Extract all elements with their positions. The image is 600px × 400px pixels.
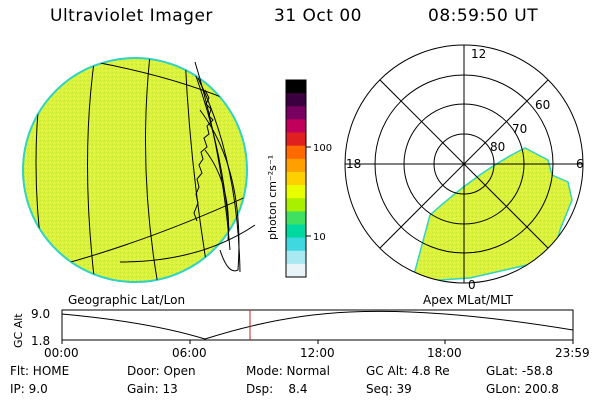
colorbar-segment [286, 145, 306, 160]
right-panel-label: Apex MLat/MLT [423, 293, 513, 307]
colorbar-segment [286, 237, 306, 252]
mlt-label-12: 12 [471, 47, 486, 61]
colorbar-segment [286, 185, 306, 199]
meridian-line [87, 58, 96, 282]
altitude-plot: GC Alt 9.0 1.8 00:00 06:00 12:00 18:00 2… [12, 307, 590, 360]
colorbar-segment [286, 171, 306, 186]
coastline [193, 89, 214, 222]
altitude-curve [61, 310, 574, 340]
lat-label-60: 60 [535, 98, 550, 112]
auroral-oval [411, 147, 573, 283]
time-label: 08:59:50 UT [428, 6, 539, 26]
earth-disk [22, 57, 256, 283]
meridian-line [145, 58, 159, 282]
colorbar-tick-100: 100 [313, 143, 332, 154]
colorbar-segment [286, 132, 306, 147]
status-mode: Mode: Normal [246, 364, 330, 378]
altitude-xtick: 12:00 [300, 346, 335, 360]
status-ip: IP: 9.0 [10, 382, 48, 396]
lat-label-70: 70 [512, 122, 527, 136]
colorbar-segment [286, 93, 306, 107]
colorbar-segment [286, 211, 306, 226]
status-dsp: Dsp: 8.4 [246, 382, 308, 396]
colorbar-segment [286, 106, 306, 120]
left-panel-label: Geographic Lat/Lon [68, 293, 186, 307]
polar-plot: 12 18 6 0 60 70 80 [344, 44, 584, 292]
status-door: Door: Open [127, 364, 196, 378]
mlt-label-0: 0 [468, 278, 476, 292]
altitude-xtick: 23:59 [555, 346, 590, 360]
colorbar-segment [286, 198, 306, 212]
status-glat: GLat: -58.8 [486, 364, 553, 378]
instrument-title: Ultraviolet Imager [50, 6, 213, 26]
date-label: 31 Oct 00 [274, 6, 362, 26]
mlt-label-6: 6 [576, 157, 584, 171]
colorbar-tick-10: 10 [313, 232, 326, 243]
altitude-xtick: 00:00 [44, 346, 79, 360]
colorbar-segment [286, 119, 306, 134]
colorbar-segment [286, 250, 306, 265]
status-seq: Seq: 39 [366, 382, 412, 396]
color-bar [286, 80, 306, 278]
status-gc-alt: GC Alt: 4.8 Re [366, 364, 450, 378]
colorbar-segment [286, 224, 306, 239]
altitude-ylabel: GC Alt [12, 313, 25, 348]
colorbar-segment [286, 158, 306, 173]
altitude-xtick: 06:00 [172, 346, 207, 360]
lat-label-80: 80 [490, 140, 505, 154]
colorbar-segment [286, 80, 306, 94]
colorbar-unit-label: photon cm⁻²s⁻¹ [266, 155, 279, 240]
altitude-ytick-9: 9.0 [31, 307, 50, 321]
mlt-label-18: 18 [346, 157, 361, 171]
status-flt: Flt: HOME [10, 364, 70, 378]
status-glon: GLon: 200.8 [486, 382, 559, 396]
altitude-xtick: 18:00 [427, 346, 462, 360]
altitude-ytick-1_8: 1.8 [31, 334, 50, 348]
status-gain: Gain: 13 [127, 382, 178, 396]
meridian-line [184, 58, 211, 282]
colorbar-segment [286, 263, 306, 278]
